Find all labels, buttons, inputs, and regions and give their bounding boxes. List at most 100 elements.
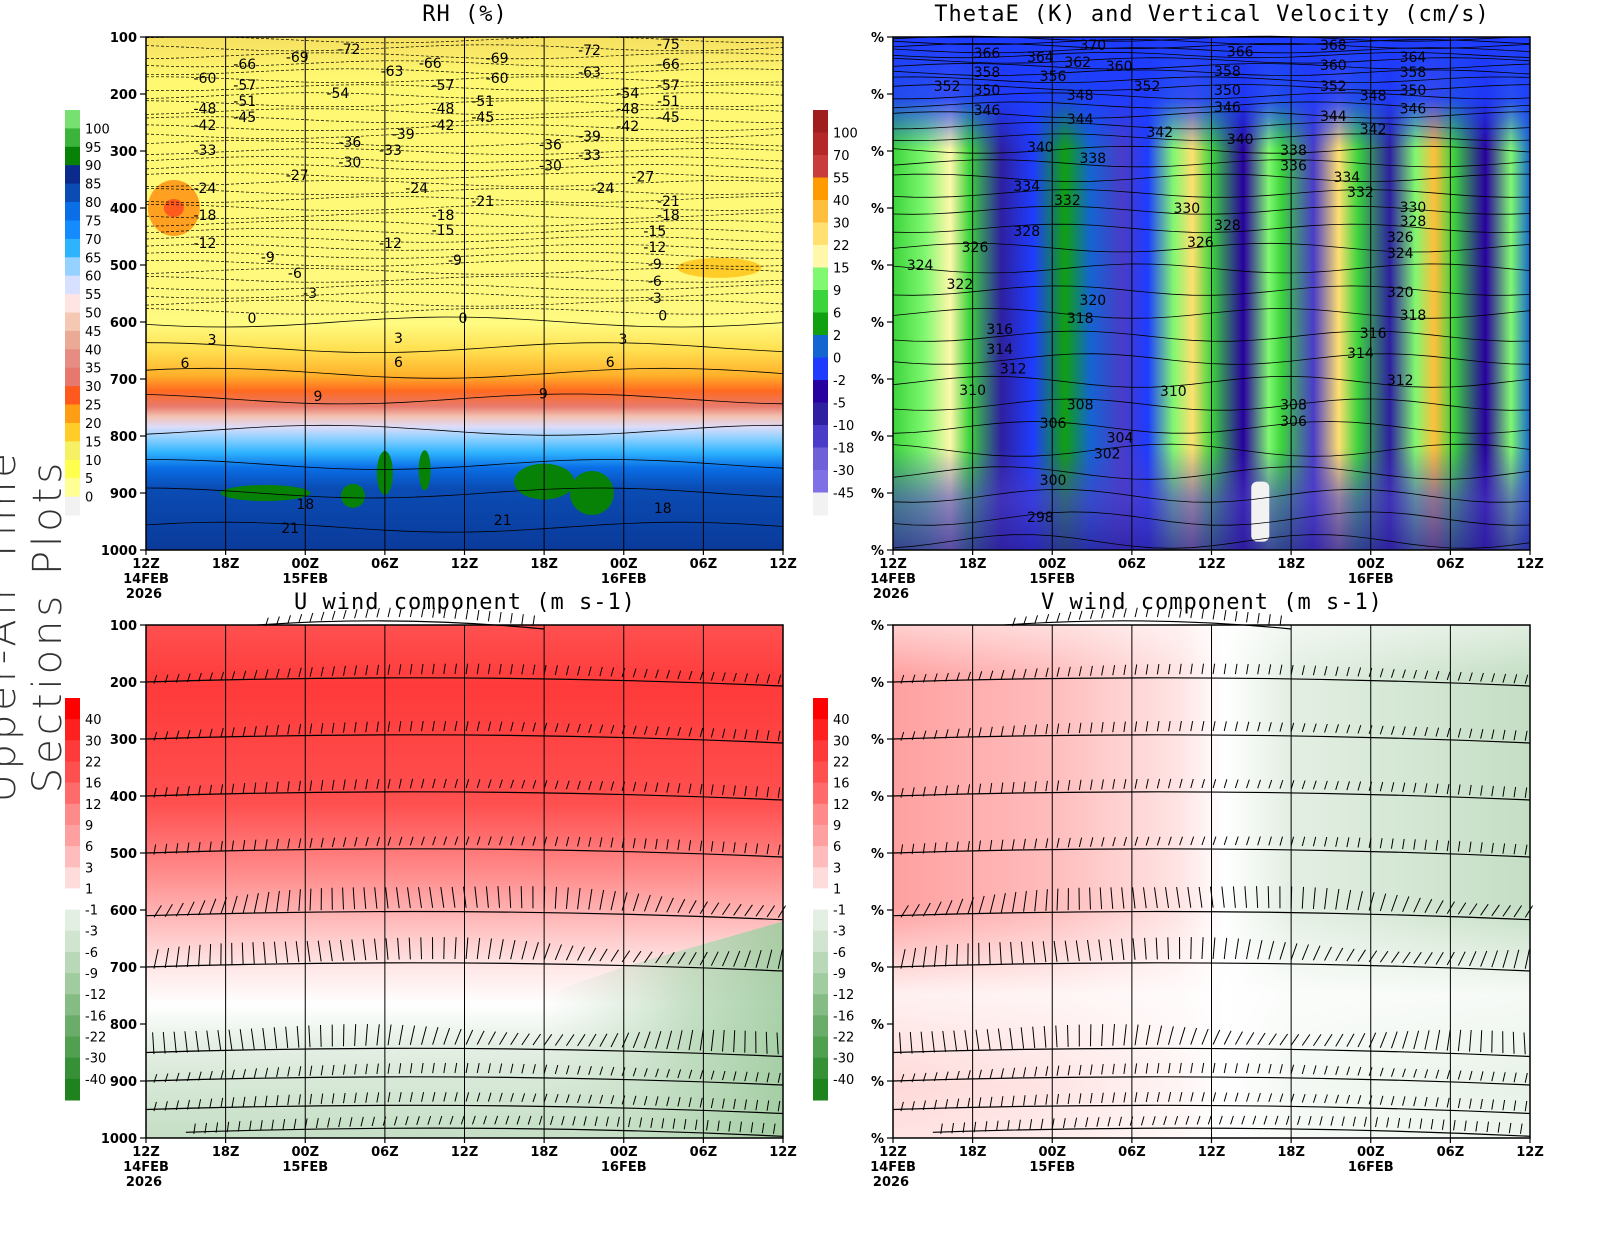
- wind-barb: [688, 951, 697, 965]
- wind-barb: [1480, 1030, 1483, 1053]
- wind-barb: [476, 1063, 480, 1074]
- wind-barb: [487, 836, 492, 846]
- wind-barb: [951, 1122, 954, 1134]
- wind-barb: [264, 725, 268, 736]
- wind-barb: [565, 836, 570, 847]
- wind-barb: [1379, 893, 1387, 912]
- wind-barb: [610, 890, 616, 911]
- wind-barb: [1301, 723, 1306, 733]
- wind-barb: [1513, 730, 1517, 741]
- wind-barb: [396, 887, 400, 909]
- wind-barb: [1201, 1028, 1209, 1045]
- rh-contour-label: -57: [432, 78, 455, 94]
- colorbar-swatch: [65, 183, 80, 203]
- wind-barb: [1363, 1116, 1367, 1127]
- wind-barb: [476, 610, 480, 621]
- wind-barb: [599, 724, 604, 734]
- wind-barb: [1524, 674, 1529, 684]
- thetae-y-tick-label: %: [871, 430, 884, 445]
- wind-barb: [1346, 666, 1350, 677]
- wind-barb: [421, 663, 424, 675]
- wind-barb: [215, 1122, 219, 1133]
- thetae-x-tick-label: 06Z: [1118, 557, 1146, 572]
- wind-barb: [1435, 670, 1440, 680]
- wind-barb: [454, 608, 458, 619]
- wind-barb: [599, 837, 603, 848]
- wind-barb: [342, 665, 346, 676]
- wind-barb: [1279, 664, 1283, 675]
- wind-barb: [510, 836, 514, 846]
- wind-barb: [476, 937, 481, 960]
- wind-barb: [733, 728, 737, 739]
- wind-barb: [1424, 1096, 1428, 1107]
- colorbar-label: 85: [85, 178, 102, 193]
- colorbar-swatch: [813, 824, 828, 847]
- rh-contour-label: -36: [539, 138, 562, 154]
- wind-barb: [744, 1099, 747, 1110]
- wind-barb: [231, 1069, 235, 1080]
- wind-barb: [1123, 1024, 1127, 1046]
- wind-barb: [483, 1115, 487, 1125]
- wind-barb: [1390, 726, 1395, 735]
- wind-barb: [755, 673, 760, 683]
- wind-barb: [331, 1064, 335, 1076]
- wind-barb: [565, 723, 570, 733]
- wind-barb: [516, 1115, 521, 1125]
- rh-contour-label: -36: [338, 135, 361, 151]
- wind-barb: [554, 780, 559, 790]
- wind-barb: [1502, 673, 1507, 683]
- wind-barb: [1402, 782, 1406, 793]
- wind-barb: [276, 616, 280, 626]
- wind-barb: [1279, 779, 1284, 789]
- u-wind-y-tick-label: 200: [110, 676, 137, 691]
- wind-barb: [198, 944, 201, 967]
- wind-barb: [922, 843, 926, 854]
- wind-barb: [309, 888, 312, 911]
- wind-barb: [1301, 665, 1305, 676]
- wind-barb: [331, 1093, 335, 1104]
- wind-barb: [454, 663, 457, 675]
- wind-barb: [1067, 837, 1071, 848]
- wind-barb: [1491, 673, 1495, 683]
- wind-barb: [342, 1064, 346, 1075]
- wind-barb: [1402, 1096, 1406, 1106]
- wind-barb: [986, 1029, 991, 1050]
- wind-barb: [1457, 841, 1461, 852]
- wind-barb: [1453, 1120, 1456, 1131]
- rh-contour-label: -48: [193, 101, 216, 117]
- rh-contour-dashed: [146, 76, 784, 84]
- wind-barb: [933, 729, 938, 740]
- wind-barb: [1246, 721, 1250, 732]
- rh-contour-label: -33: [379, 143, 402, 159]
- wind-barb: [175, 946, 180, 968]
- wind-barb: [260, 1120, 263, 1131]
- rh-contour-label: -51: [233, 94, 256, 110]
- colorbar-swatch: [65, 930, 80, 953]
- thetae-contour-label: 340: [1027, 140, 1054, 156]
- wind-barb: [1152, 1116, 1156, 1126]
- rh-contour-label: -66: [419, 56, 442, 72]
- wind-barb: [352, 887, 356, 910]
- colorbar-swatch: [813, 1015, 828, 1038]
- wind-barb: [1457, 671, 1462, 681]
- colorbar-swatch: [65, 951, 80, 974]
- wind-barb: [956, 728, 960, 739]
- wind-barb: [532, 1064, 536, 1074]
- colorbar-label: 25: [85, 399, 102, 414]
- wind-barb: [1190, 1092, 1194, 1102]
- colorbar-label: 0: [833, 352, 841, 367]
- wind-barb: [1513, 905, 1523, 918]
- colorbar-swatch: [813, 200, 828, 223]
- rh-contour-label: -69: [286, 50, 309, 66]
- wind-barb: [940, 1123, 943, 1134]
- wind-barb: [1156, 607, 1160, 618]
- wind-barb: [264, 669, 269, 679]
- wind-barb: [1524, 844, 1528, 855]
- wind-barb: [405, 1116, 409, 1126]
- wind-barb: [1234, 1092, 1239, 1102]
- thetae-contour-label: 328: [1400, 214, 1427, 230]
- wind-barb: [1263, 1115, 1268, 1125]
- wind-barb: [397, 937, 400, 960]
- colorbar-swatch: [65, 761, 80, 784]
